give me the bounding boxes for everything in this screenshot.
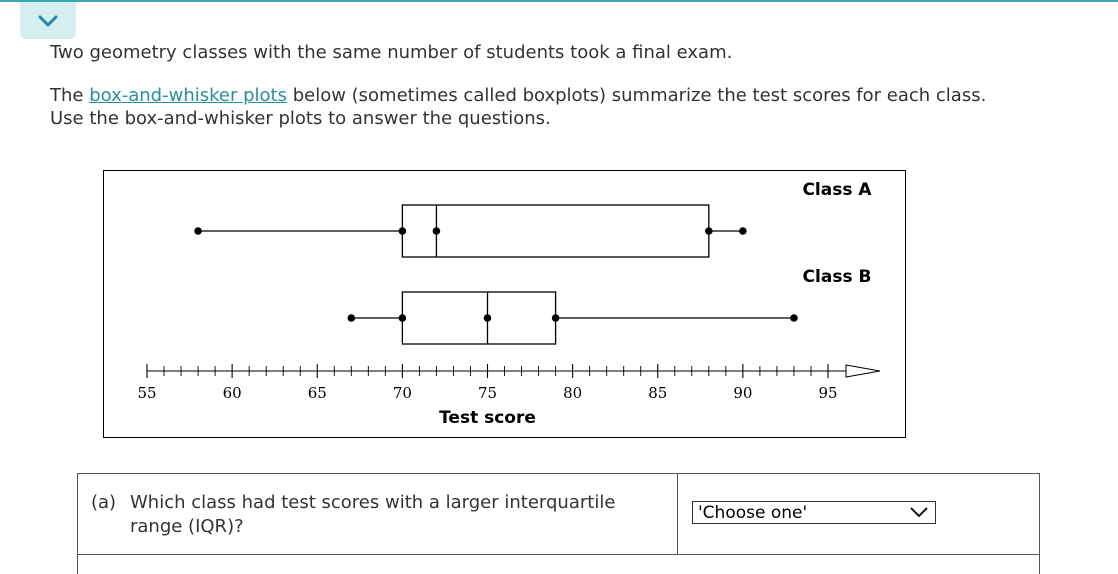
question-cell: (a) Which class had test scores with a l… <box>78 474 678 554</box>
tick-label: 70 <box>393 384 412 402</box>
q1-point <box>398 227 407 235</box>
chevron-down-icon <box>910 507 928 517</box>
median-point <box>483 314 492 322</box>
tick-label: 55 <box>137 384 156 402</box>
iqr-box <box>401 291 557 345</box>
q3-point <box>705 227 713 235</box>
min-point <box>194 227 202 235</box>
tick-label: 65 <box>308 384 327 402</box>
question-text: Which class had test scores with a large… <box>130 492 616 537</box>
iqr-box <box>401 204 710 258</box>
min-point <box>347 314 356 322</box>
collapse-button[interactable] <box>20 2 76 39</box>
question-label: (a) <box>91 492 117 513</box>
boxplot-link[interactable]: box-and-whisker plots <box>89 85 287 106</box>
q3-point <box>551 314 560 322</box>
x-axis-label: Test score <box>439 408 536 428</box>
tick-label: 75 <box>478 384 497 402</box>
chevron-down-icon <box>38 15 58 26</box>
tick-label: 95 <box>818 384 837 402</box>
tick-label: 80 <box>563 384 582 402</box>
table-row-divider <box>78 554 1039 555</box>
tick-label: 85 <box>648 384 667 402</box>
legend-label: Class A <box>802 180 872 200</box>
instructions-text: The box-and-whisker plots below (sometim… <box>50 84 1090 130</box>
tick-label: 60 <box>223 384 242 402</box>
max-point <box>790 314 798 322</box>
boxplot-chart: Class A Class B 55 60 65 70 75 80 85 90 95 Test sco… <box>137 180 881 428</box>
answer-select-value: 'Choose one' <box>698 503 808 523</box>
intro-text: Two geometry classes with the same numbe… <box>50 42 733 63</box>
median-point <box>432 227 441 235</box>
tick-label: 90 <box>733 384 752 402</box>
question-table: (a) Which class had test scores with a l… <box>77 473 1040 574</box>
boxplot-figure: Class A Class B 55 60 65 70 75 80 85 90 95 Test sco… <box>103 170 906 438</box>
instructions-prefix: The <box>50 85 90 106</box>
q1-point <box>398 314 407 322</box>
answer-select[interactable]: 'Choose one' <box>692 501 936 524</box>
max-point <box>739 227 747 235</box>
instructions-suffix: below (sometimes called boxplots) summar… <box>286 85 987 106</box>
legend-label: Class B <box>803 267 872 287</box>
instructions-line2: Use the box-and-whisker plots to answer … <box>50 108 551 129</box>
axis-arrow <box>845 364 881 378</box>
top-accent-line <box>0 0 1118 2</box>
